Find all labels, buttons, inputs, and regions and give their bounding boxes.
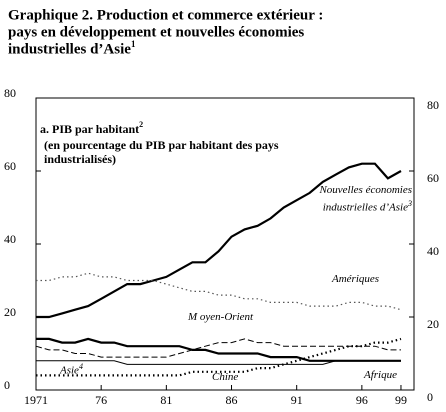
series-line: [36, 337, 402, 377]
series-name: Chine: [212, 371, 239, 383]
x-tick-label: 81: [160, 393, 172, 407]
series-label: Nouvelles économies industrielles d’Asie…: [300, 184, 412, 215]
y-tick-label: 0: [4, 378, 10, 392]
series-name: Asie: [60, 364, 79, 377]
series-name: Nouvelles économies industrielles d’Asie: [319, 184, 412, 214]
y2-tick-label: 20: [427, 317, 439, 331]
series-label: Amériques: [332, 273, 379, 286]
series-line: [35, 338, 401, 358]
panel-title: a. PIB par habitant2: [40, 120, 143, 136]
series-name: Afrique: [364, 369, 397, 381]
x-tick-label: 86: [226, 393, 238, 407]
x-tick-label: 99: [395, 393, 407, 407]
x-tick-label: 96: [356, 393, 368, 407]
y-tick-label: 60: [4, 159, 16, 173]
chart-title: pays en développement et nouvelles écono…: [8, 24, 304, 40]
y2-tick-label: 60: [427, 171, 439, 185]
series-label: M oyen-Orient: [188, 311, 253, 324]
series-note: 4: [78, 362, 83, 371]
title-note: 1: [131, 39, 136, 49]
x-tick-label: 91: [291, 393, 303, 407]
panel-subtitle: (en pourcentage du PIB par habitant des …: [44, 138, 279, 152]
x-tick-label: 1971: [24, 393, 48, 407]
y2-tick-label: 0: [427, 390, 433, 404]
chart-title: industrielles d’Asie1: [8, 39, 136, 57]
series-name: Amériques: [332, 273, 380, 285]
x-tick-label: 76: [95, 393, 107, 407]
series-label: Asie4: [60, 360, 83, 378]
y2-tick-label: 80: [427, 98, 439, 112]
series-line: [36, 162, 402, 319]
y-tick-label: 40: [4, 232, 16, 246]
series-label: Afrique: [364, 369, 397, 382]
y2-tick-label: 40: [427, 244, 439, 258]
y-tick-label: 20: [4, 305, 16, 319]
panel-note: 2: [139, 120, 143, 129]
chart-title: Graphique 2. Production et commerce exté…: [8, 7, 323, 23]
series-label: Chine: [212, 371, 238, 384]
series-line: [36, 360, 401, 365]
series-name: M oyen-Orient: [188, 311, 254, 323]
series-note: 3: [408, 199, 412, 208]
y-tick-label: 80: [4, 86, 16, 100]
panel-subtitle: industrialisés): [44, 152, 116, 166]
